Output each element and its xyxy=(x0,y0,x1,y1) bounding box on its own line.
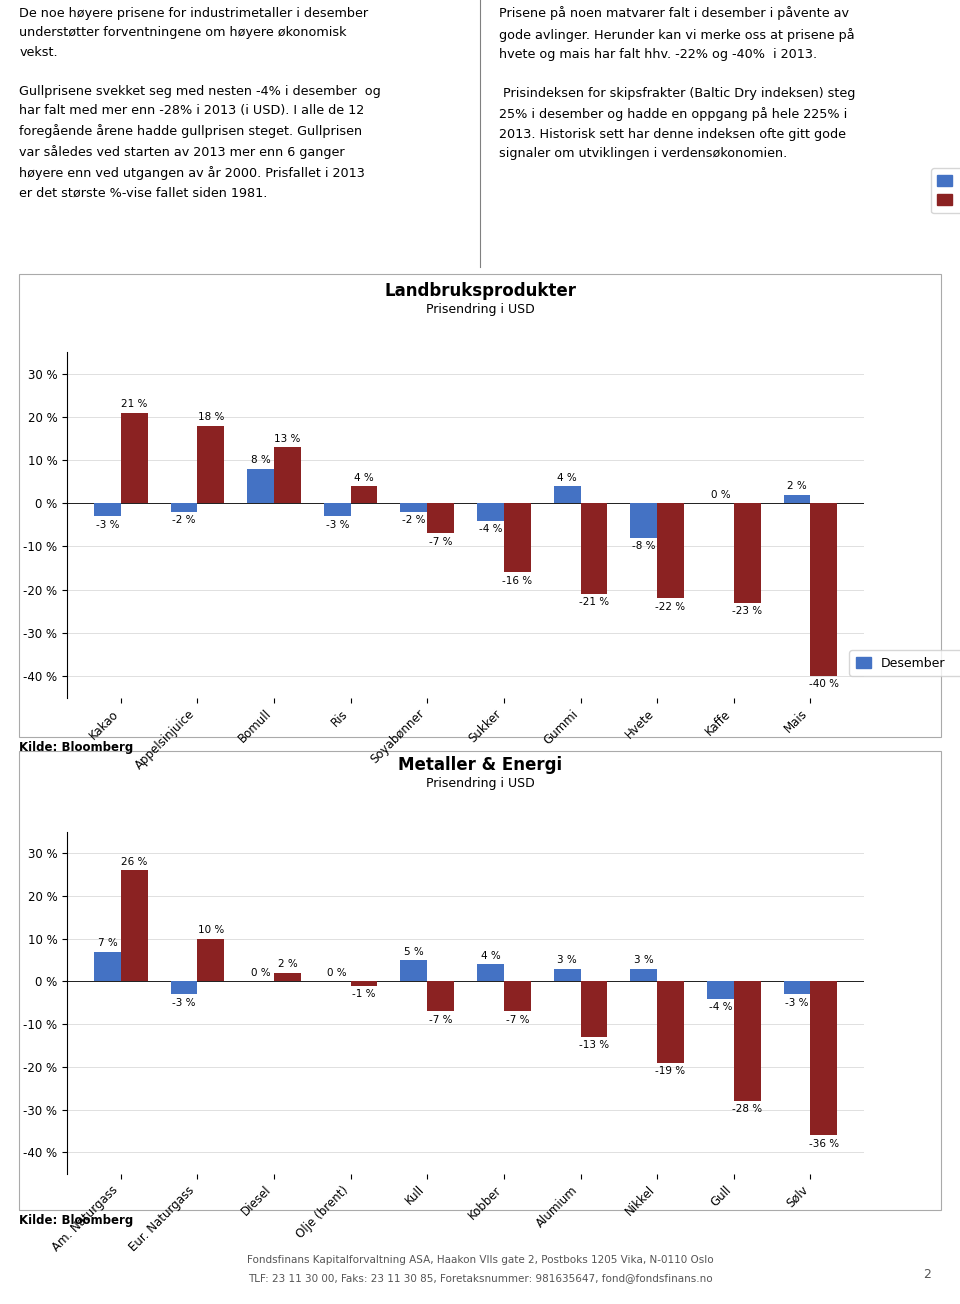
Bar xyxy=(121,412,148,503)
Text: Kilde: Bloomberg: Kilde: Bloomberg xyxy=(19,1214,133,1227)
Text: -3 %: -3 % xyxy=(96,520,119,529)
Text: -36 %: -36 % xyxy=(808,1138,839,1149)
Text: -21 %: -21 % xyxy=(579,597,609,608)
Bar xyxy=(427,982,454,1012)
Bar xyxy=(783,494,810,503)
Text: -40 %: -40 % xyxy=(808,679,839,690)
Bar xyxy=(554,969,581,982)
Text: 3 %: 3 % xyxy=(634,956,654,965)
Legend: Desember, 2013: Desember, 2013 xyxy=(850,651,960,675)
Bar xyxy=(400,960,427,982)
Text: -1 %: -1 % xyxy=(352,990,375,999)
Text: -8 %: -8 % xyxy=(632,541,656,552)
Text: TLF: 23 11 30 00, Faks: 23 11 30 85, Foretaksnummer: 981635647, fond@fondsfinans: TLF: 23 11 30 00, Faks: 23 11 30 85, For… xyxy=(248,1273,712,1283)
Bar xyxy=(324,503,350,516)
Bar xyxy=(631,503,658,537)
Bar xyxy=(658,503,684,599)
Text: 0 %: 0 % xyxy=(327,968,348,978)
Bar xyxy=(783,982,810,994)
Text: 21 %: 21 % xyxy=(121,399,148,409)
Text: -7 %: -7 % xyxy=(429,1015,452,1025)
Bar xyxy=(733,503,760,602)
Legend: Desember, 2013: Desember, 2013 xyxy=(931,168,960,213)
Text: 2 %: 2 % xyxy=(787,481,806,492)
Text: 0 %: 0 % xyxy=(251,968,271,978)
Text: Kilde: Bloomberg: Kilde: Bloomberg xyxy=(19,741,133,754)
Text: 13 %: 13 % xyxy=(275,434,300,443)
Bar xyxy=(504,503,531,572)
Bar xyxy=(581,982,608,1037)
Bar xyxy=(707,982,733,999)
Bar xyxy=(477,503,504,520)
Text: 7 %: 7 % xyxy=(98,938,117,948)
Text: -4 %: -4 % xyxy=(708,1001,732,1012)
Text: Prisene på noen matvarer falt i desember i påvente av
gode avlinger. Herunder ka: Prisene på noen matvarer falt i desember… xyxy=(499,7,855,160)
Text: Metaller & Energi: Metaller & Energi xyxy=(398,756,562,775)
Text: -22 %: -22 % xyxy=(656,601,685,612)
Text: Prisendring i USD: Prisendring i USD xyxy=(425,777,535,790)
Text: 26 %: 26 % xyxy=(121,857,148,867)
Text: 4 %: 4 % xyxy=(557,472,577,482)
Text: -3 %: -3 % xyxy=(172,998,196,1008)
Bar xyxy=(171,982,198,994)
Text: -4 %: -4 % xyxy=(479,524,502,535)
Text: 4 %: 4 % xyxy=(354,472,374,482)
Bar xyxy=(400,503,427,512)
Text: -23 %: -23 % xyxy=(732,606,762,615)
Bar xyxy=(733,982,760,1101)
Text: -2 %: -2 % xyxy=(402,515,425,526)
Bar xyxy=(631,969,658,982)
Text: -2 %: -2 % xyxy=(172,515,196,526)
Bar xyxy=(248,468,274,503)
Bar xyxy=(171,503,198,512)
Bar xyxy=(554,486,581,503)
Text: Prisendring i USD: Prisendring i USD xyxy=(425,303,535,316)
Text: 0 %: 0 % xyxy=(710,490,731,499)
Text: 8 %: 8 % xyxy=(251,455,271,466)
Bar xyxy=(198,939,225,982)
Text: -16 %: -16 % xyxy=(502,576,533,585)
Bar xyxy=(427,503,454,533)
Bar xyxy=(581,503,608,595)
Bar xyxy=(504,982,531,1012)
Bar xyxy=(198,425,225,503)
Text: Fondsfinans Kapitalforvaltning ASA, Haakon VIIs gate 2, Postboks 1205 Vika, N-01: Fondsfinans Kapitalforvaltning ASA, Haak… xyxy=(247,1254,713,1265)
Text: 4 %: 4 % xyxy=(481,951,500,961)
Bar xyxy=(658,982,684,1063)
Text: -3 %: -3 % xyxy=(785,998,808,1008)
Text: 5 %: 5 % xyxy=(404,947,423,957)
Bar xyxy=(477,965,504,982)
Bar xyxy=(121,870,148,982)
Bar xyxy=(350,982,377,986)
Text: -13 %: -13 % xyxy=(579,1041,609,1050)
Bar xyxy=(94,503,121,516)
Text: -7 %: -7 % xyxy=(429,537,452,546)
Bar xyxy=(810,982,837,1136)
Bar xyxy=(350,486,377,503)
Text: Landbruksprodukter: Landbruksprodukter xyxy=(384,282,576,300)
Text: 2 %: 2 % xyxy=(277,960,298,969)
Text: -28 %: -28 % xyxy=(732,1104,762,1115)
Bar xyxy=(274,447,300,503)
Bar xyxy=(274,973,300,982)
Text: 3 %: 3 % xyxy=(557,956,577,965)
Text: 10 %: 10 % xyxy=(198,926,224,935)
Text: 18 %: 18 % xyxy=(198,412,224,422)
Bar xyxy=(94,952,121,982)
Text: De noe høyere prisene for industrimetaller i desember
understøtter forventningen: De noe høyere prisene for industrimetall… xyxy=(19,7,381,200)
Text: 2: 2 xyxy=(924,1267,931,1281)
Bar xyxy=(810,503,837,675)
Text: -19 %: -19 % xyxy=(656,1065,685,1076)
Text: -7 %: -7 % xyxy=(506,1015,529,1025)
Text: -3 %: -3 % xyxy=(325,520,349,529)
